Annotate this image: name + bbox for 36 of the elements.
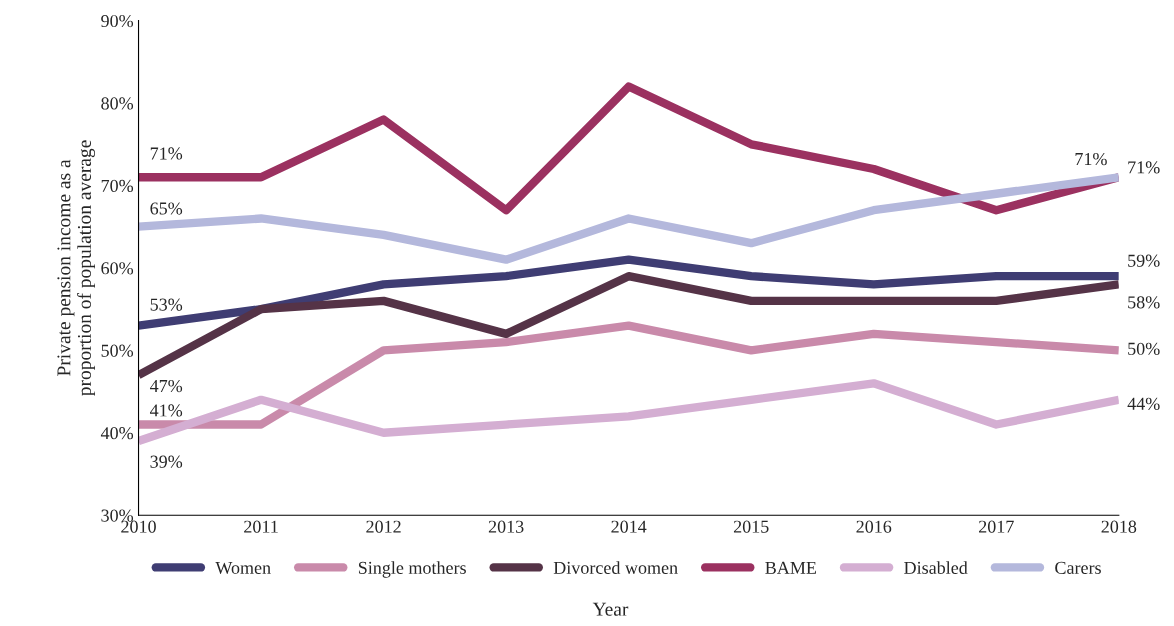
x-tick-label: 2018 xyxy=(1101,520,1137,533)
data-label: 71% xyxy=(150,147,183,160)
y-tick-label: 50% xyxy=(101,344,134,357)
data-label: 71% xyxy=(1075,152,1107,166)
y-tick-label: 30% xyxy=(101,509,134,522)
legend-label: Divorced women xyxy=(553,561,678,574)
legend-label: Women xyxy=(215,561,271,575)
data-label: 53% xyxy=(150,298,183,311)
data-label: 50% xyxy=(1128,342,1160,355)
x-tick-label: 2015 xyxy=(733,520,769,533)
x-tick-label: 2010 xyxy=(121,520,156,533)
data-label: 39% xyxy=(150,455,183,468)
x-tick-label: 2012 xyxy=(366,520,401,533)
x-axis-title: Year xyxy=(592,602,629,616)
data-label: 58% xyxy=(1128,296,1160,309)
y-tick-label: 40% xyxy=(100,427,134,440)
data-label: 71% xyxy=(1128,161,1160,174)
data-label: 65% xyxy=(150,202,183,215)
legend-label: Single mothers xyxy=(358,561,466,578)
x-tick-label: 2014 xyxy=(611,520,647,533)
data-label: 47% xyxy=(150,379,183,393)
x-tick-label: 2016 xyxy=(856,520,892,533)
y-tick-label: 70% xyxy=(101,179,134,193)
y-tick-label: 90% xyxy=(101,14,134,28)
data-label: 59% xyxy=(1128,254,1160,267)
x-tick-label: 2011 xyxy=(244,520,278,533)
data-label: 41% xyxy=(150,404,183,417)
y-tick-label: 60% xyxy=(101,262,134,275)
legend-label: Carers xyxy=(1055,561,1101,574)
legend-label: BAME xyxy=(765,561,817,574)
y-axis-title: Private pension income as a proportion of population average xyxy=(57,140,96,396)
x-tick-label: 2013 xyxy=(488,520,524,533)
data-label: 44% xyxy=(1127,397,1160,410)
legend-label: Disabled xyxy=(904,561,968,574)
y-tick-label: 80% xyxy=(101,97,134,110)
x-tick-label: 2017 xyxy=(979,520,1014,533)
